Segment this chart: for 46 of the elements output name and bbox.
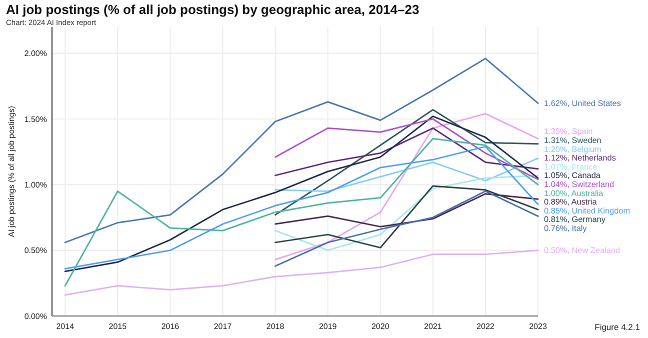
x-tick-label: 2018: [266, 322, 285, 331]
x-tick-label: 2014: [56, 322, 75, 331]
line-series: [64, 138, 539, 287]
x-tick-label: 2017: [214, 322, 232, 331]
line-series: [274, 112, 539, 260]
line-series: [274, 109, 539, 216]
y-axis-title: AI job postings (% of all job postings): [7, 106, 16, 238]
y-tick-label: 2.00%: [24, 49, 47, 58]
chart-title: AI job postings (% of all job postings) by geographic area, 2014–23: [6, 2, 420, 17]
data-label: 1.07%, France: [544, 162, 598, 172]
y-tick-label: 1.50%: [24, 114, 47, 124]
data-label: 1.62%, United States: [544, 99, 621, 108]
line-series: [274, 185, 539, 248]
line-series: [274, 158, 539, 192]
data-label: 1.35%, Spain: [544, 127, 594, 136]
line-series: [274, 127, 539, 176]
data-label: 1.00%, Australia: [544, 188, 604, 198]
data-label: 1.12%, Netherlands: [544, 154, 616, 163]
data-label: 0.76%, Italy: [544, 224, 588, 233]
y-tick-label: 0.00%: [24, 312, 47, 321]
x-tick-label: 2016: [161, 322, 180, 331]
data-label: 0.85%, United Kingdom: [544, 206, 630, 216]
data-label: 1.31%, Sweden: [544, 136, 602, 145]
x-tick-label: 2022: [476, 322, 495, 331]
data-label: 1.05%, Canada: [544, 171, 601, 180]
line-series: [274, 193, 539, 228]
data-label: 0.81%, Germany: [544, 215, 606, 224]
line-series: [274, 190, 539, 267]
y-tick-label: 0.50%: [24, 246, 47, 256]
line-series: [64, 116, 539, 272]
line-series: [64, 146, 539, 270]
caption: Figure 4.2.1: [594, 322, 640, 332]
x-tick-label: 2021: [424, 322, 442, 331]
x-tick-label: 2019: [318, 322, 338, 331]
data-label: 1.20%, Belgium: [544, 144, 602, 154]
x-tick-label: 2015: [108, 322, 128, 331]
line-series: [274, 174, 539, 252]
y-tick-label: 1.00%: [24, 180, 47, 190]
line-series: [274, 118, 539, 180]
line-series: [64, 58, 539, 244]
data-label: 0.89%, Austria: [544, 198, 598, 207]
data-label: 0.50%, New Zealand: [544, 246, 620, 256]
line-series: [64, 250, 539, 296]
data-label: 1.04%, Switzerland: [544, 180, 615, 189]
x-tick-label: 2020: [371, 322, 390, 331]
x-tick-label: 2023: [529, 322, 548, 331]
